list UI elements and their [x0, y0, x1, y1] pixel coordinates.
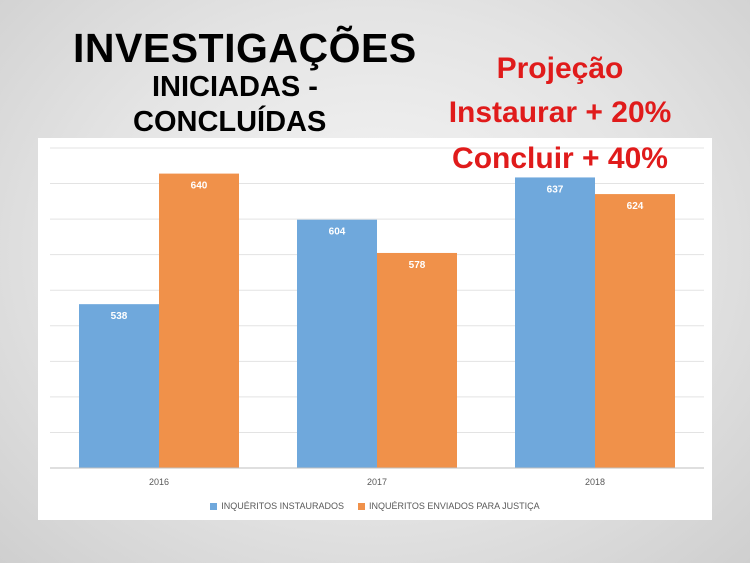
bar-2018-instaurados [515, 177, 595, 468]
x-tick-label: 2016 [149, 477, 169, 487]
title-line-1: INVESTIGAÇÕES [73, 25, 417, 71]
bar-2017-enviados [377, 252, 457, 468]
data-label: 624 [627, 201, 644, 212]
bar-chart: 538 640 2016 604 578 2017 637 624 2018 [50, 147, 704, 487]
bar-2016-enviados [159, 173, 239, 468]
data-label: 637 [547, 184, 564, 195]
legend-item-enviados: INQUÉRITOS ENVIADOS PARA JUSTIÇA [357, 501, 540, 511]
legend-swatch-instaurados [210, 502, 218, 510]
legend-swatch-enviados [357, 502, 365, 510]
projection-heading: Projeção [496, 52, 624, 85]
chart-panel: 538 640 2016 604 578 2017 637 624 2018 INQUÉRITO… [38, 138, 712, 520]
bar-2018-enviados [595, 194, 675, 468]
x-tick-label: 2018 [585, 477, 605, 487]
legend-label-instaurados: INQUÉRITOS INSTAURADOS [221, 501, 344, 511]
chart-legend: INQUÉRITOS INSTAURADOS INQUÉRITOS ENVIAD… [38, 498, 712, 514]
data-label: 604 [329, 227, 346, 238]
bar-2016-instaurados [79, 304, 159, 468]
title-line-3: CONCLUÍDAS [133, 106, 327, 138]
projection-concluir: Concluir + 40% [452, 142, 668, 175]
slide-title-block: INVESTIGAÇÕES INICIADAS - CONCLUÍDAS [0, 0, 750, 150]
projection-instaurar: Instaurar + 20% [448, 96, 672, 129]
data-label: 538 [111, 311, 128, 322]
x-tick-label: 2017 [367, 477, 387, 487]
title-line-2: INICIADAS - [152, 71, 318, 103]
data-label: 640 [191, 181, 208, 192]
bar-2017-instaurados [297, 219, 377, 468]
legend-item-instaurados: INQUÉRITOS INSTAURADOS [210, 501, 344, 511]
legend-label-enviados: INQUÉRITOS ENVIADOS PARA JUSTIÇA [368, 501, 540, 511]
data-label: 578 [409, 260, 426, 271]
